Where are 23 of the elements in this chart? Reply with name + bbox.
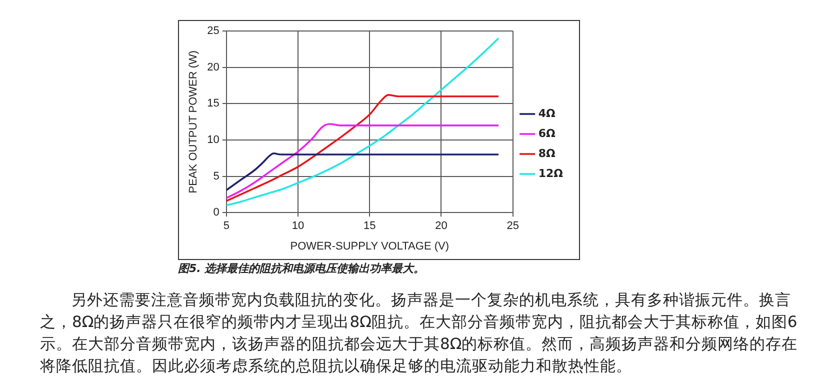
- y-tick-label: 0: [213, 206, 220, 219]
- x-tick-label: 20: [435, 220, 448, 232]
- caption: 图5. 选择最佳的阻抗和电源电压使输出功率最大。: [178, 261, 425, 276]
- legend-label: 12Ω: [538, 166, 564, 180]
- line-series: [226, 37, 500, 206]
- x-tick-label: 10: [292, 220, 304, 232]
- line-series: [226, 94, 500, 202]
- y-tick-label: 15: [207, 98, 220, 110]
- x-axis-title: POWER-SUPPLY VOLTAGE (V): [290, 240, 449, 252]
- y-tick-label: 20: [207, 61, 220, 74]
- line-series: [226, 123, 500, 199]
- x-tick-label: 25: [506, 220, 519, 232]
- x-tick-label: 15: [364, 220, 376, 232]
- legend-label: 6Ω: [538, 126, 556, 140]
- legend-label: 8Ω: [538, 146, 556, 160]
- y-tick-label: 10: [207, 134, 220, 146]
- text: 另外还需要注意音频带宽内负载阻抗的变化。扬声器是一个复杂的机电系统，具有多种谐振元件。换言之，8Ω的扬声器只在很窄的频带内才呈现出8Ω阻抗。在大部分音频带宽内，阻抗都会大于其标称值，如图6示。在大部分音频带宽内，该扬声器的阻抗都会远大于其8Ω的标称值。然而，高频扬声器和分频网络的存在将降低阻抗值。因此必须考虑系统的总阻抗以确保足够的电流驱动能力和散热性能。: [40, 290, 799, 377]
- line-series: [226, 152, 500, 191]
- y-axis-title: PEAK OUTPUT POWER (W): [188, 50, 200, 194]
- x-tick-label: 5: [223, 220, 230, 232]
- y-tick-label: 25: [207, 25, 220, 38]
- legend-label: 4Ω: [538, 106, 556, 120]
- y-tick-label: 5: [213, 170, 220, 182]
